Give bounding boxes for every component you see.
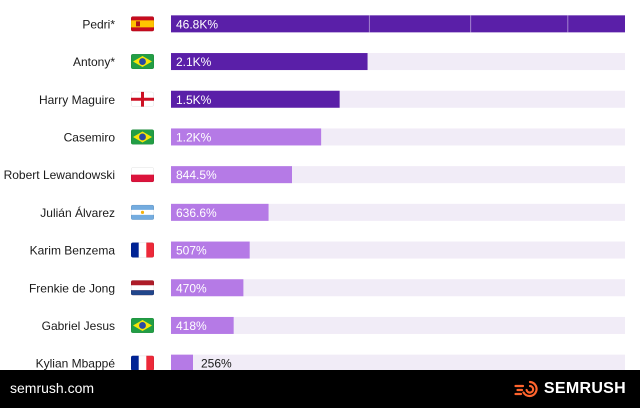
value-label: 418%: [176, 319, 207, 333]
bar-track: [171, 354, 625, 370]
brand-name: SEMRUSH: [543, 380, 626, 397]
value-label: 46.8K%: [176, 17, 218, 31]
brand: SEMRUSH: [514, 379, 626, 399]
bar-track: [171, 203, 625, 221]
value-label: 636.6%: [176, 206, 217, 220]
bar: [171, 354, 193, 370]
value-label: 844.5%: [176, 168, 217, 182]
category-label: Robert Lewandowski: [4, 168, 115, 182]
bar: [171, 53, 368, 71]
value-label: 507%: [176, 244, 207, 258]
bar-chart: Pedri* 46.8K% Antony* 2.1K% Harry Maguire 1.5…: [4, 15, 625, 370]
bar: [171, 279, 244, 297]
category-label: Pedri*: [82, 17, 115, 31]
chart-row: Pedri* 46.8K%: [82, 15, 625, 33]
category-label: Frenkie de Jong: [29, 281, 115, 295]
chart-row: Robert Lewandowski 844.5%: [4, 166, 625, 184]
flag-france-icon: [131, 242, 154, 258]
bar: [171, 15, 625, 33]
flag-poland-icon: [131, 167, 154, 183]
chart-row: Julián Álvarez 636.6%: [40, 203, 625, 221]
bar-track: [171, 279, 625, 297]
bar-track: [171, 316, 625, 334]
value-label: 2.1K%: [176, 55, 212, 69]
category-label: Antony*: [73, 55, 115, 69]
bar: [171, 90, 340, 108]
flag-argentina-icon: [131, 204, 154, 220]
bar-track: [171, 241, 625, 259]
chart-row: Harry Maguire 1.5K%: [39, 90, 625, 108]
footer-bar: semrush.com SEMRUSH: [0, 370, 640, 408]
value-label: 470%: [176, 281, 207, 295]
value-label: 1.2K%: [176, 130, 212, 144]
chart-row: Frenkie de Jong 470%: [29, 279, 625, 297]
flag-brazil-icon: [131, 129, 154, 145]
bar: [171, 166, 292, 184]
chart-row: Kylian Mbappé 256%: [36, 354, 625, 370]
value-label: 1.5K%: [176, 93, 212, 107]
value-label: 256%: [201, 357, 232, 370]
category-label: Karim Benzema: [30, 244, 116, 258]
bar: [171, 316, 234, 334]
category-label: Casemiro: [64, 130, 116, 144]
chart-row: Casemiro 1.2K%: [64, 128, 625, 146]
chart-row: Karim Benzema 507%: [30, 241, 625, 259]
category-label: Kylian Mbappé: [36, 357, 116, 370]
chart-row: Gabriel Jesus 418%: [42, 316, 625, 334]
flag-brazil-icon: [131, 317, 154, 333]
bar: [171, 128, 322, 146]
category-label: Harry Maguire: [39, 93, 115, 107]
footer-url: semrush.com: [10, 380, 95, 396]
flag-netherlands-icon: [131, 280, 154, 296]
flag-france-icon: [131, 355, 154, 370]
bar: [171, 241, 250, 259]
flag-spain-icon: [131, 16, 154, 32]
bar: [171, 203, 269, 221]
semrush-fireball-icon: [514, 380, 538, 398]
chart-row: Antony* 2.1K%: [73, 53, 625, 71]
flag-brazil-icon: [131, 54, 154, 70]
flag-england-icon: [131, 91, 154, 107]
category-label: Julián Álvarez: [40, 205, 115, 220]
category-label: Gabriel Jesus: [42, 319, 115, 333]
